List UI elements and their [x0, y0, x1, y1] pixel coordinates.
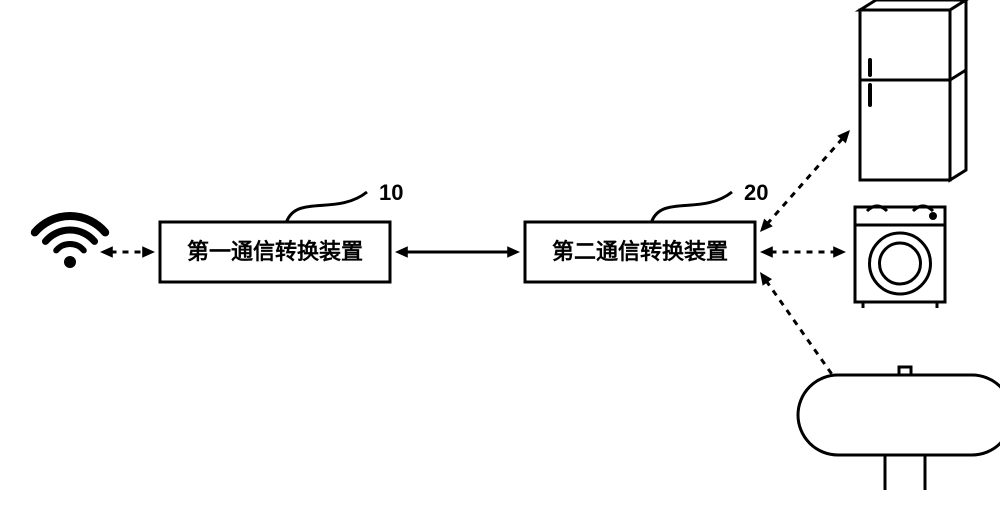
box2-label: 第二通信转换装置	[552, 239, 728, 264]
fridge-icon	[860, 0, 966, 180]
callout-number: 20	[744, 180, 768, 205]
washer-icon	[855, 206, 945, 308]
box1: 第一通信转换装置	[160, 222, 390, 282]
box2: 第二通信转换装置	[525, 222, 755, 282]
wifi-icon	[35, 216, 105, 268]
tank-icon	[798, 367, 1000, 490]
box1-label: 第一通信转换装置	[187, 239, 363, 264]
callout-number: 10	[379, 180, 403, 205]
